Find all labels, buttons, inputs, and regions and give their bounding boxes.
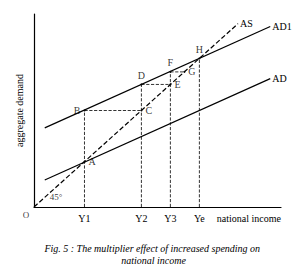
svg-text:Y1: Y1 [78, 213, 90, 224]
svg-text:F: F [168, 57, 174, 68]
svg-text:Y2: Y2 [135, 213, 147, 224]
svg-text:AD: AD [272, 73, 286, 84]
svg-text:national income: national income [121, 255, 186, 266]
svg-text:E: E [174, 79, 180, 90]
svg-text:G: G [188, 66, 195, 77]
svg-text:Y3: Y3 [164, 213, 176, 224]
svg-text:O: O [23, 210, 30, 220]
svg-text:D: D [138, 70, 145, 81]
svg-text:national income: national income [217, 213, 282, 224]
svg-text:45°: 45° [50, 192, 63, 202]
svg-text:AD1: AD1 [272, 21, 291, 32]
svg-text:aggregate demand: aggregate demand [14, 74, 25, 147]
svg-text:Ye: Ye [194, 213, 205, 224]
svg-text:AS: AS [240, 18, 253, 29]
svg-text:Fig. 5 : The multiplier effect: Fig. 5 : The multiplier effect of increa… [43, 243, 262, 254]
svg-text:B: B [74, 105, 81, 116]
svg-text:H: H [196, 44, 203, 55]
svg-text:A: A [88, 156, 96, 167]
svg-text:C: C [145, 105, 152, 116]
